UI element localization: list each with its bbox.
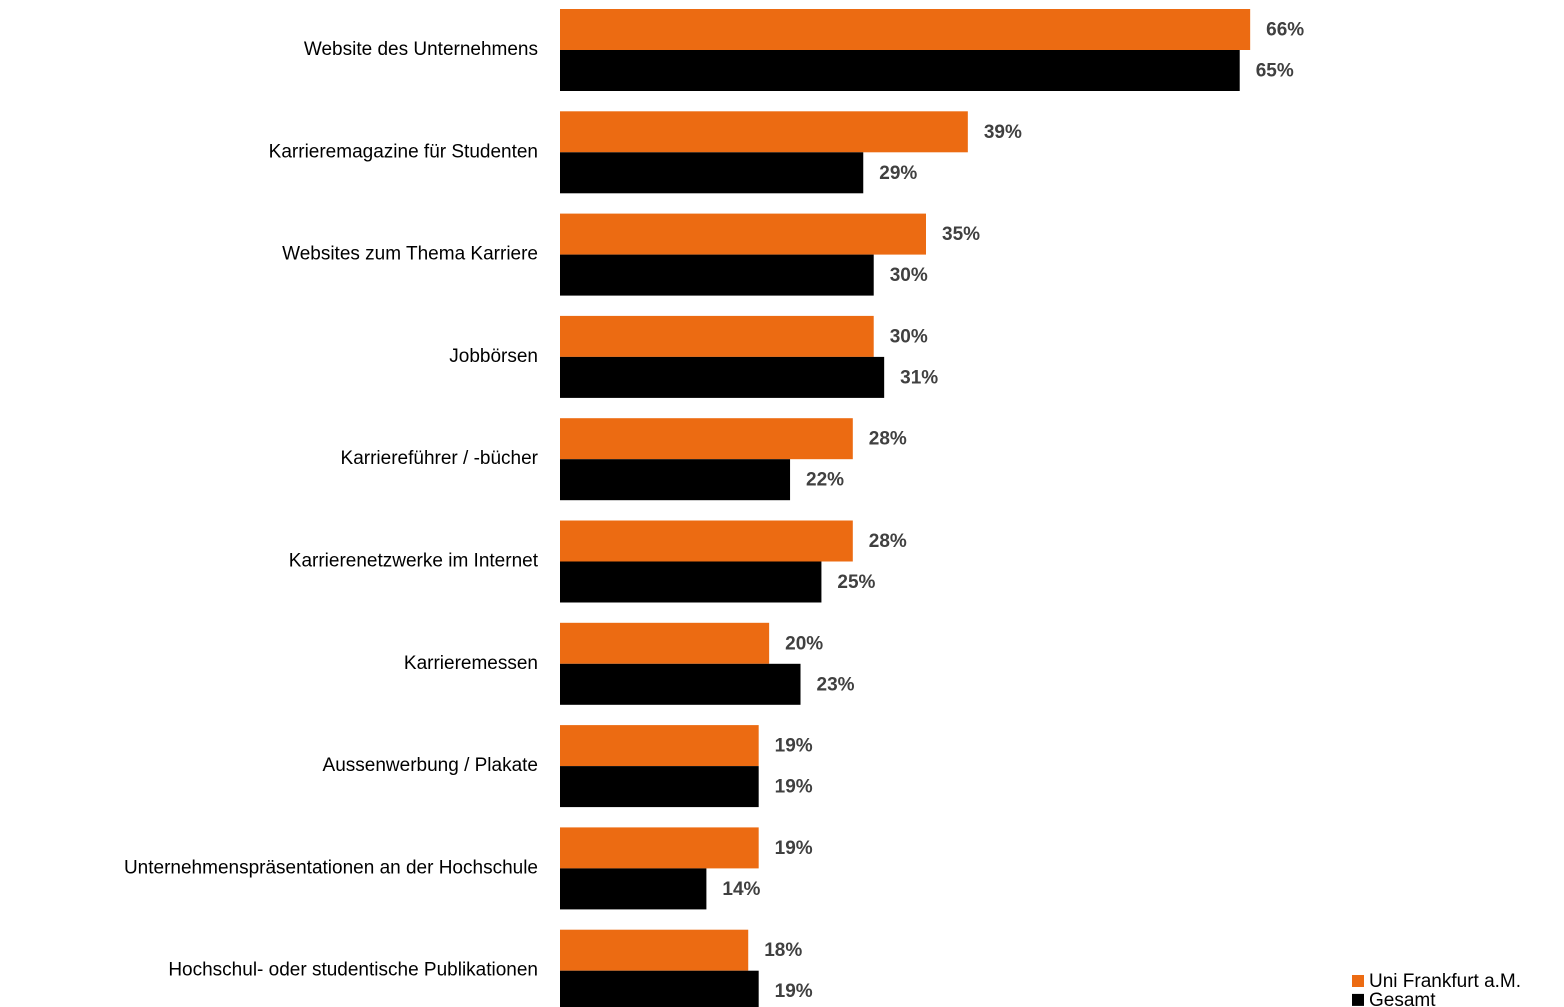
- bar: [560, 561, 822, 603]
- category-label: Hochschul- oder studentische Publikation…: [168, 960, 538, 981]
- value-label: 14%: [722, 879, 760, 900]
- bar: [560, 827, 759, 869]
- bar: [560, 50, 1240, 91]
- category-label: Karrierenetzwerke im Internet: [289, 551, 539, 572]
- value-label: 18%: [764, 940, 802, 961]
- value-label: 29%: [879, 163, 917, 184]
- bar: [560, 418, 853, 460]
- legend-swatch: [1352, 975, 1364, 987]
- value-label: 28%: [869, 429, 907, 450]
- bar: [560, 622, 770, 664]
- value-label: 19%: [775, 736, 813, 757]
- bar: [560, 459, 791, 501]
- legend-label: Uni Frankfurt a.M.: [1369, 971, 1521, 992]
- value-label: 25%: [837, 572, 875, 593]
- category-label: Karrieremessen: [404, 653, 538, 674]
- category-label: Karriereführer / -bücher: [341, 448, 539, 469]
- value-label: 22%: [806, 470, 844, 491]
- category-label: Aussenwerbung / Plakate: [323, 755, 538, 776]
- category-label: Unternehmenspräsentationen an der Hochsc…: [124, 857, 538, 878]
- value-label: 30%: [890, 326, 928, 347]
- value-label: 23%: [817, 674, 855, 695]
- value-label: 19%: [775, 838, 813, 859]
- category-label: Websites zum Thema Karriere: [282, 244, 538, 265]
- bar: [560, 725, 759, 767]
- bar: [560, 111, 968, 153]
- bar: [560, 520, 853, 562]
- value-label: 65%: [1256, 61, 1294, 82]
- value-label: 31%: [900, 367, 938, 388]
- bar: [560, 663, 801, 705]
- bar: [560, 970, 759, 1007]
- legend-swatch: [1352, 993, 1364, 1006]
- bar: [560, 9, 1251, 50]
- bar: [560, 929, 749, 971]
- value-label: 35%: [942, 224, 980, 245]
- bar: [560, 152, 864, 194]
- category-label: Website des Unternehmens: [304, 39, 538, 60]
- value-label: 19%: [775, 777, 813, 798]
- bar: [560, 315, 874, 357]
- category-label: Jobbörsen: [449, 346, 538, 367]
- legend-label: Gesamt: [1369, 990, 1436, 1007]
- value-label: 19%: [775, 981, 813, 1002]
- bar: [560, 254, 874, 296]
- value-label: 66%: [1266, 20, 1304, 41]
- category-label: Karrieremagazine für Studenten: [269, 141, 538, 162]
- bar: [560, 356, 885, 398]
- value-label: 30%: [890, 265, 928, 286]
- value-label: 20%: [785, 633, 823, 654]
- bar: [560, 213, 926, 255]
- bar: [560, 766, 759, 808]
- bar: [560, 868, 707, 910]
- value-label: 39%: [984, 122, 1022, 143]
- value-label: 28%: [869, 531, 907, 552]
